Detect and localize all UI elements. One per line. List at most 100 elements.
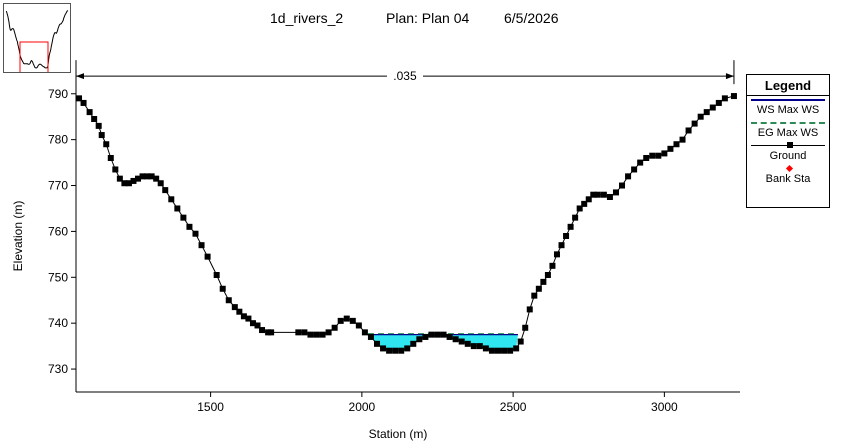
y-tick-label: 770 [48,179,68,193]
ground-point [168,196,175,203]
ground-point [307,331,314,338]
ground-line [78,95,735,352]
ground-point [361,329,368,336]
ground-point [458,338,465,345]
ground-point [501,347,508,354]
ground-point [685,127,692,134]
legend-ws-swatch [751,99,825,101]
y-tick-label: 780 [48,133,68,147]
ground-point [249,320,256,327]
x-tick-label: 1500 [197,400,224,414]
legend-bank-marker [785,164,794,173]
ground-point [715,99,722,106]
ground-point [649,152,656,159]
ground-point [76,95,83,102]
ground-point [240,313,247,320]
ground-point [157,180,164,187]
legend-item-ground: Ground [747,142,829,165]
legend-bank-label: Bank Sta [765,173,811,185]
ground-point [219,285,226,292]
ground-point [572,214,579,221]
ground-point [121,180,128,187]
ground-point [567,223,574,230]
ground-point [125,180,132,187]
ground-point [709,104,716,111]
ground-point [380,345,387,352]
ground-point [544,272,551,278]
y-tick-label: 740 [48,316,68,330]
ground-point [540,278,547,285]
legend-item-eg: EG Max WS [747,119,829,142]
ground-point [581,200,588,207]
x-axis-label: Station (m) [369,427,428,441]
ground-point [148,173,155,180]
ground-point [162,187,169,194]
ground-point [612,189,619,196]
manning-left-arrow [76,73,84,80]
legend-eg-swatch [751,122,825,124]
ground-point [225,297,232,304]
project-name: 1d_rivers_2 [270,10,344,26]
ground-point [482,345,489,352]
ground-point [428,331,435,338]
legend-item-ws: WS Max WS [747,96,829,119]
y-axis-label: Elevation (m) [11,201,25,272]
ground-point [373,340,380,347]
ground-point [494,347,501,354]
ground-point [135,175,142,182]
ground-point [86,109,93,116]
plot-header: 1d_rivers_2 Plan: Plan 04 6/5/2026 [0,0,842,40]
ground-point [637,159,644,166]
ground-point [667,145,674,152]
ground-point [594,191,601,198]
ground-point [531,292,538,299]
ground-point [295,329,302,336]
ground-point [231,304,238,311]
ground-point [721,95,728,102]
ground-point [655,152,662,159]
plan-date: 6/5/2026 [504,10,559,26]
ground-point [535,285,542,292]
ground-point [319,331,326,338]
ground-point [549,262,556,269]
ground-point [116,175,123,182]
ground-point [139,173,146,180]
ground-point [563,233,570,239]
ground-point [198,242,205,249]
overview-ground-line [5,10,69,69]
ground-point [268,329,275,336]
ground-point [434,331,441,338]
ground-point [265,329,272,336]
ground-point [331,324,338,331]
ground-point [661,150,668,157]
ground-point [673,141,680,148]
ground-point [313,331,320,338]
legend-eg-label: EG Max WS [757,127,819,139]
ground-point [337,317,344,324]
ground-point [517,338,524,345]
ground-point [367,333,374,340]
ground-point [643,155,650,161]
ground-point [80,99,87,106]
x-tick-label: 2000 [349,400,376,414]
overview-thumbnail[interactable] [3,3,71,74]
ground-point [600,191,607,198]
ground-point [213,272,220,278]
ground-point [259,327,266,334]
ground-point [180,214,187,221]
ground-point [349,317,356,324]
legend-ground-marker [787,142,793,148]
ground-point [422,333,429,340]
ground-point [464,340,471,347]
ground-point [526,306,533,313]
ground-point [452,336,459,343]
ground-point [522,324,529,331]
ground-point [625,173,632,180]
ground-point [590,191,597,198]
manning-n-label: .035 [393,69,417,83]
legend-item-bank: Bank Sta [747,164,829,188]
ground-point [98,132,105,139]
ground-point [325,329,332,336]
y-tick-label: 750 [48,270,68,284]
ground-point [446,333,453,340]
